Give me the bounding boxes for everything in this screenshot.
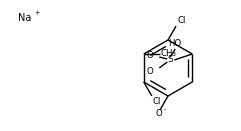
Text: S: S <box>167 56 173 64</box>
Text: +: + <box>34 10 40 16</box>
Text: CH₃: CH₃ <box>161 50 177 59</box>
Text: Cl: Cl <box>177 16 185 25</box>
Text: O: O <box>147 51 153 61</box>
Text: ⁻: ⁻ <box>163 108 166 114</box>
Text: O: O <box>147 67 153 77</box>
Text: Na: Na <box>18 13 31 23</box>
Text: O: O <box>156 110 162 119</box>
Text: Cl: Cl <box>153 97 161 106</box>
Text: HO: HO <box>169 39 182 48</box>
